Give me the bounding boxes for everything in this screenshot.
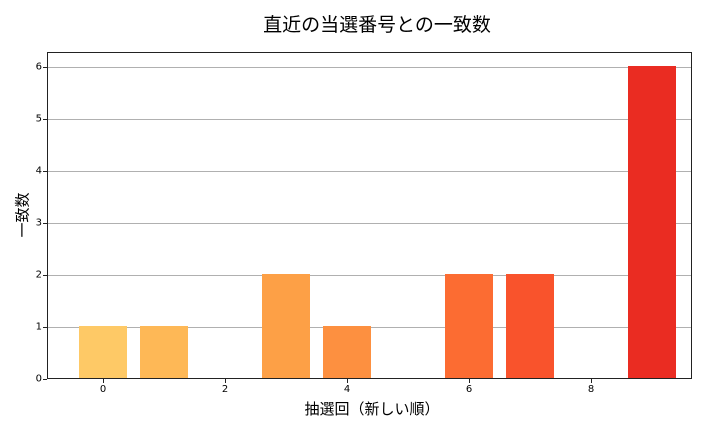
- x-tick-label: 6: [465, 384, 473, 395]
- gridline: [48, 223, 691, 224]
- y-tick-mark: [43, 171, 47, 172]
- bar: [505, 274, 555, 378]
- y-axis-label: 一致数: [13, 192, 32, 238]
- gridline: [48, 275, 691, 276]
- x-tick-mark: [591, 379, 592, 383]
- gridline: [48, 67, 691, 68]
- y-tick-mark: [43, 275, 47, 276]
- y-tick-label: 1: [35, 321, 42, 333]
- y-tick-mark: [43, 379, 47, 380]
- y-tick-label: 5: [35, 113, 42, 125]
- x-tick-label: 8: [587, 384, 595, 395]
- bar: [139, 326, 189, 378]
- bar: [627, 66, 677, 378]
- x-tick-mark: [225, 379, 226, 383]
- y-tick-mark: [43, 67, 47, 68]
- bar: [322, 326, 372, 378]
- y-tick-label: 3: [35, 217, 42, 229]
- x-tick-mark: [103, 379, 104, 383]
- y-tick-mark: [43, 223, 47, 224]
- plot-area: [47, 52, 692, 379]
- y-tick-label: 4: [35, 165, 42, 177]
- y-tick-label: 0: [35, 373, 42, 385]
- y-tick-label: 6: [35, 61, 42, 73]
- y-tick-mark: [43, 119, 47, 120]
- gridline: [48, 119, 691, 120]
- x-tick-label: 2: [221, 384, 229, 395]
- bar: [261, 274, 311, 378]
- x-tick-label: 4: [343, 384, 351, 395]
- x-tick-mark: [347, 379, 348, 383]
- y-tick-mark: [43, 327, 47, 328]
- bar: [78, 326, 128, 378]
- y-tick-label: 2: [35, 269, 42, 281]
- x-axis-label: 抽選回（新しい順）: [304, 400, 440, 418]
- gridline: [48, 171, 691, 172]
- bar: [444, 274, 494, 378]
- chart-title: 直近の当選番号との一致数: [263, 14, 491, 36]
- x-tick-mark: [469, 379, 470, 383]
- x-tick-label: 0: [99, 384, 107, 395]
